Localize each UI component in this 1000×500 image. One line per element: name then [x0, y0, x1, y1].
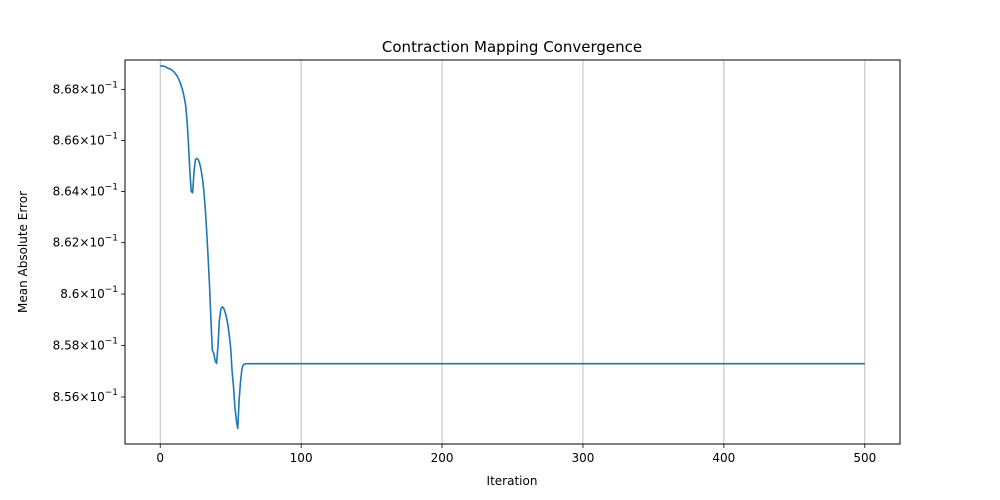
- x-tick-label: 400: [712, 451, 735, 465]
- y-axis-label: Mean Absolute Error: [16, 191, 30, 313]
- y-tick-label: 8.56×10−1: [53, 388, 118, 404]
- y-tick-exponent: −1: [105, 80, 118, 90]
- y-tick-exponent: −1: [105, 183, 118, 193]
- y-tick-mantissa: 8.68: [53, 82, 80, 96]
- y-tick-label: 8.62×10−1: [53, 234, 118, 250]
- y-tick-exponent: −1: [105, 285, 118, 295]
- y-tick-exponent: −1: [105, 234, 118, 244]
- plot-frame: [124, 59, 901, 445]
- x-tick-label: 300: [572, 451, 595, 465]
- grid-layer: [159, 60, 866, 444]
- y-tick-label: 8.58×10−1: [53, 336, 118, 352]
- x-axis-label: Iteration: [487, 474, 538, 488]
- y-tick-mantissa: 8.56: [53, 390, 80, 404]
- x-tick-label: 200: [431, 451, 454, 465]
- x-tick-label: 500: [853, 451, 876, 465]
- x-tick-label: 0: [156, 451, 164, 465]
- y-tick-mantissa: 8.58: [53, 338, 80, 352]
- series-line: [160, 65, 865, 430]
- y-tick-label: 8.66×10−1: [53, 131, 118, 147]
- y-tick-label: 8.68×10−1: [53, 80, 118, 96]
- chart-title: Contraction Mapping Convergence: [382, 38, 642, 56]
- plot-area: [160, 65, 865, 430]
- x-axis: 0 100 200 300 400 500: [156, 444, 876, 465]
- y-tick-mantissa: 8.6: [60, 287, 79, 301]
- y-tick-exponent: −1: [105, 131, 118, 141]
- y-axis: 8.56×10−1 8.58×10−1 8.6×10−1 8.62×10−1 8.64×…: [53, 80, 125, 404]
- series-layer: [160, 65, 865, 430]
- y-tick-mantissa: 8.64: [53, 185, 80, 199]
- y-tick-mantissa: 8.62: [53, 236, 80, 250]
- y-tick-label: 8.64×10−1: [53, 183, 118, 199]
- y-tick-exponent: −1: [105, 336, 118, 346]
- x-tick-label: 100: [290, 451, 313, 465]
- y-tick-exponent: −1: [105, 388, 118, 398]
- y-tick-label: 8.6×10−1: [60, 285, 118, 301]
- y-tick-mantissa: 8.66: [53, 133, 80, 147]
